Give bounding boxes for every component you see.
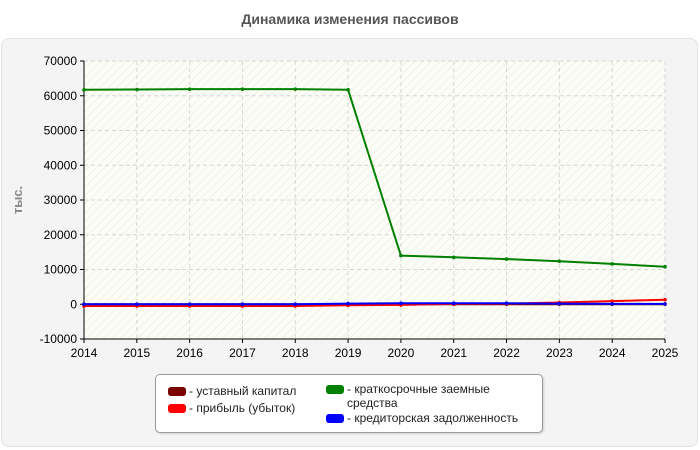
x-tick-label: 2024	[599, 346, 626, 360]
y-tick-label: -10000	[40, 332, 78, 346]
x-tick-label: 2025	[652, 346, 679, 360]
series-point-2	[346, 88, 350, 92]
series-point-3	[504, 301, 509, 306]
x-tick-label: 2019	[335, 346, 362, 360]
series-point-3	[557, 301, 562, 306]
legend-swatch-kratkosrochnye	[326, 385, 344, 394]
series-point-2	[504, 257, 509, 261]
series-point-3	[187, 302, 192, 307]
series-point-3	[135, 302, 139, 307]
series-line-2	[83, 88, 666, 268]
y-tick-label: 20000	[44, 228, 78, 242]
y-axis-label: тыс.	[10, 186, 25, 214]
series-point-2	[663, 264, 667, 269]
x-tick-label: 2017	[229, 346, 256, 360]
legend-label-kratkosrochnye: краткосрочные заемные средства	[347, 382, 490, 410]
x-tick-label: 2022	[493, 346, 520, 360]
series-point-3	[399, 301, 403, 306]
y-tick-label: 70000	[44, 54, 78, 68]
series-point-3	[293, 302, 298, 307]
series-line-3	[84, 302, 665, 306]
series-point-1	[610, 299, 614, 303]
series-point-2	[557, 259, 562, 263]
legend-item-ustavny-kapital: - уставный капитал	[168, 384, 328, 398]
chart-title: Динамика изменения пассивов	[241, 11, 459, 27]
series-point-3	[82, 302, 86, 307]
legend-label-pribyl: прибыль (убыток)	[196, 401, 296, 415]
x-tick-label: 2023	[546, 346, 573, 360]
y-tick-label: 60000	[44, 89, 78, 103]
series-point-2	[187, 87, 192, 91]
series-point-3	[663, 302, 667, 306]
series-point-2	[451, 255, 456, 260]
x-tick-label: 2015	[123, 346, 150, 360]
x-tick-label: 2018	[282, 346, 309, 360]
x-tick-label: 2021	[440, 346, 467, 360]
legend-item-pribyl: - прибыль (убыток)	[168, 401, 328, 415]
series-point-2	[82, 88, 86, 92]
series-point-2	[240, 87, 245, 91]
series-point-2	[135, 87, 139, 92]
series-point-3	[451, 301, 456, 306]
series-point-2	[610, 262, 614, 266]
x-tick-label: 2014	[71, 346, 98, 360]
series-point-2	[293, 87, 298, 91]
legend-swatch-ustavny-kapital	[168, 387, 186, 396]
y-tick-label: 40000	[44, 158, 78, 172]
y-tick-label: 30000	[44, 193, 78, 207]
x-tick-label: 2016	[176, 346, 203, 360]
y-tick-label: 10000	[44, 263, 78, 277]
legend-item-kratkosrochnye: - краткосрочные заемные средства	[326, 382, 526, 410]
legend-swatch-kreditorskaya	[326, 414, 344, 423]
legend-label-kreditorskaya: кредиторская задолженность	[354, 411, 519, 425]
chart-legend: - уставный капитал - прибыль (убыток) - …	[155, 374, 543, 433]
y-tick-label: 50000	[44, 124, 78, 138]
series-point-1	[663, 297, 667, 302]
legend-swatch-pribyl	[168, 404, 186, 413]
series-point-2	[399, 253, 403, 258]
legend-label-ustavny-kapital: уставный капитал	[196, 384, 297, 398]
legend-item-kreditorskaya: - кредиторская задолженность	[326, 411, 541, 425]
y-tick-label: 0	[70, 297, 77, 311]
series-point-3	[346, 301, 350, 306]
series-point-3	[240, 302, 245, 307]
x-tick-label: 2020	[388, 346, 415, 360]
series-point-3	[610, 302, 614, 306]
series-line-1	[84, 298, 666, 307]
